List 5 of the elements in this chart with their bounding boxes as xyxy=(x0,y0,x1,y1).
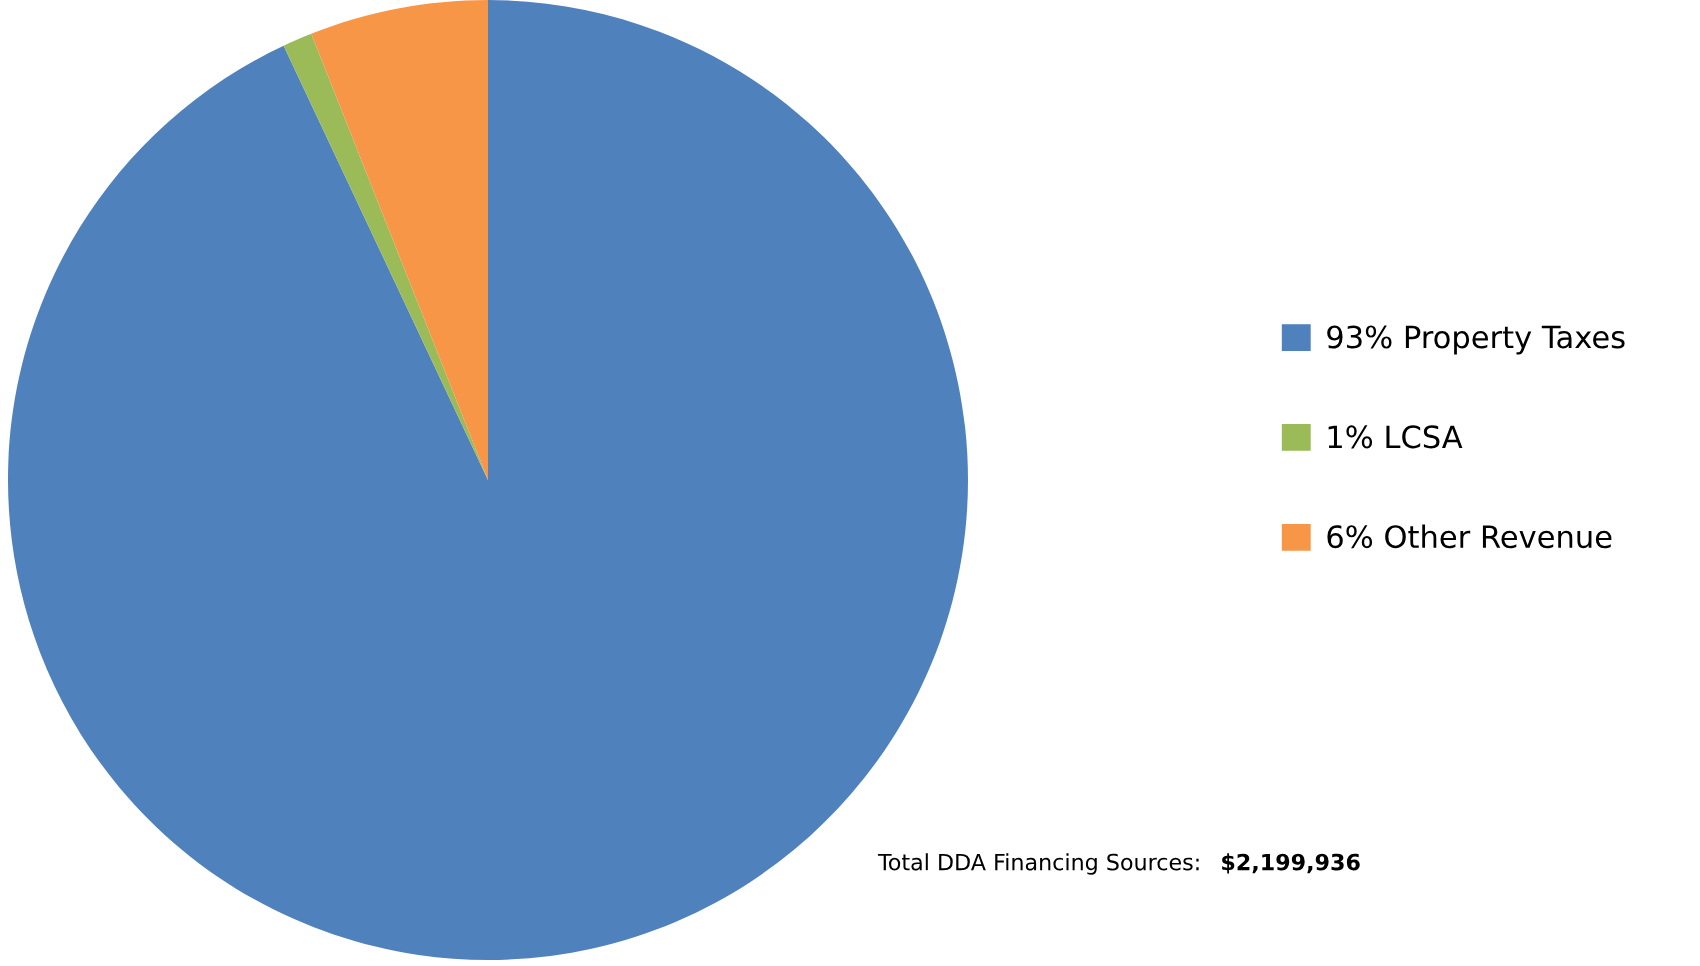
legend-label: 93% Property Taxes xyxy=(1327,325,1625,355)
text: $2,199,936 xyxy=(1222,853,1360,874)
legend-label: 1% LCSA xyxy=(1328,425,1463,449)
legend-label: 6% Other Revenue xyxy=(1327,524,1612,549)
text: Total DDA Financing Sources: xyxy=(877,853,1199,875)
